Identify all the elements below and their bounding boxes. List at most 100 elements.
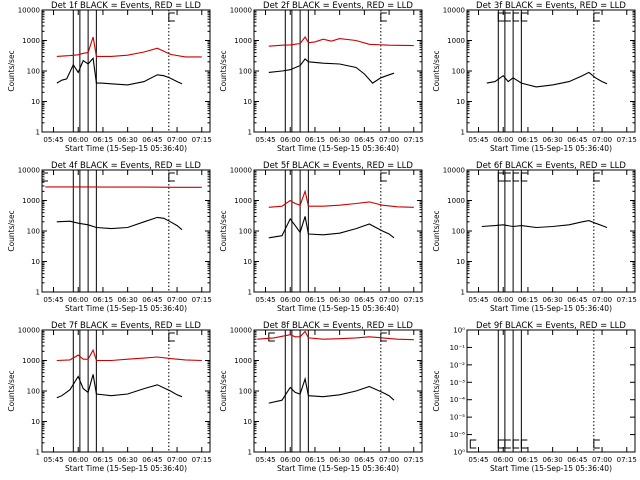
- y-tick-label: 10: [243, 98, 252, 106]
- events-series-line: [56, 374, 183, 399]
- top-bracket-marker: [512, 172, 520, 182]
- y-axis-label: Counts/sec: [219, 210, 228, 251]
- lld-series-line: [56, 36, 202, 58]
- bottom-bracket-marker: [497, 439, 505, 449]
- x-tick-label: 06:15: [305, 296, 325, 304]
- x-tick-label: 05:45: [43, 456, 63, 464]
- x-axis-label: Start Time (15-Sep-15 05:36:40): [490, 304, 612, 313]
- x-tick-label: 06:45: [142, 296, 162, 304]
- lld-series-line: [257, 330, 414, 341]
- panel-5: Det 5f BLACK = Events, RED = LLD 1 10 100 10…: [219, 161, 424, 313]
- y-tick-label: 100: [27, 228, 40, 236]
- panel-6: Det 6f BLACK = Events, RED = LLD 1 10 100 10…: [432, 161, 637, 313]
- x-tick-label: 06:15: [93, 296, 113, 304]
- x-tick-label: 07:15: [404, 456, 424, 464]
- panel-title: Det 4f BLACK = Events, RED = LLD: [51, 161, 201, 171]
- x-tick-label: 05:45: [255, 136, 275, 144]
- x-tick-label: 06:45: [354, 296, 374, 304]
- top-bracket-marker: [497, 12, 505, 22]
- y-tick-label: 10000: [443, 7, 465, 15]
- top-bracket-marker: [520, 12, 528, 22]
- y-tick-label: 10⁻³: [450, 379, 466, 387]
- top-bracket-marker: [268, 332, 275, 342]
- plot-frame: [41, 329, 211, 453]
- y-axis-label: Counts/sec: [7, 210, 16, 251]
- y-tick-label: 100: [27, 388, 40, 396]
- x-tick-label: 06:30: [543, 296, 563, 304]
- top-bracket-marker: [593, 12, 600, 22]
- x-tick-label: 05:45: [43, 136, 63, 144]
- x-tick-label: 06:45: [567, 136, 587, 144]
- x-tick-label: 07:00: [379, 456, 399, 464]
- y-tick-label: 10: [31, 258, 40, 266]
- top-bracket-marker: [520, 172, 528, 182]
- x-axis-label: Start Time (15-Sep-15 05:36:40): [277, 304, 399, 313]
- panel-title: Det 9f BLACK = Events, RED = LLD: [476, 321, 626, 331]
- panel-8: Det 8f BLACK = Events, RED = LLD 1 10 100 10…: [219, 321, 424, 473]
- x-tick-label: 07:00: [167, 296, 187, 304]
- panel-title: Det 7f BLACK = Events, RED = LLD: [51, 321, 201, 331]
- y-tick-label: 10000: [18, 7, 40, 15]
- y-tick-label: 1000: [234, 197, 252, 205]
- x-tick-label: 05:45: [468, 136, 488, 144]
- x-tick-label: 06:00: [493, 296, 513, 304]
- y-tick-label: 1000: [22, 357, 40, 365]
- panel-title: Det 8f BLACK = Events, RED = LLD: [263, 321, 413, 331]
- x-tick-label: 06:30: [118, 136, 138, 144]
- x-tick-label: 06:00: [493, 456, 513, 464]
- x-tick-label: 06:00: [280, 456, 300, 464]
- y-tick-label: 1: [36, 129, 40, 137]
- top-bracket-marker: [168, 332, 175, 342]
- top-bracket-marker: [504, 172, 511, 182]
- y-tick-label: 10: [31, 418, 40, 426]
- x-tick-label: 06:30: [118, 296, 138, 304]
- y-tick-label: 10⁰: [453, 449, 465, 457]
- x-tick-label: 07:00: [167, 456, 187, 464]
- y-tick-label: 1: [461, 289, 465, 297]
- panel-7: Det 7f BLACK = Events, RED = LLD 1 10 100 10…: [7, 321, 212, 473]
- y-axis-label: Counts/sec: [7, 370, 16, 411]
- x-tick-label: 07:00: [592, 296, 612, 304]
- panel-4: Det 4f BLACK = Events, RED = LLD 1 10 100 10…: [7, 161, 212, 313]
- x-tick-label: 07:15: [617, 296, 637, 304]
- y-tick-label: 1000: [22, 37, 40, 45]
- y-tick-label: 10000: [230, 7, 252, 15]
- x-tick-label: 06:30: [118, 456, 138, 464]
- x-axis-label: Start Time (15-Sep-15 05:36:40): [490, 464, 612, 473]
- top-bracket-marker: [504, 12, 511, 22]
- y-tick-label: 100: [452, 68, 465, 76]
- y-tick-label: 100: [452, 228, 465, 236]
- y-tick-label: 10: [456, 98, 465, 106]
- x-tick-label: 06:00: [68, 136, 88, 144]
- y-tick-label: 10⁻⁶: [450, 431, 466, 439]
- plot-frame: [466, 329, 636, 453]
- y-tick-label: 100: [27, 68, 40, 76]
- top-bracket-marker: [593, 172, 600, 182]
- bottom-bracket-marker: [520, 439, 528, 449]
- plot-frame: [466, 169, 636, 293]
- plot-frame: [253, 329, 423, 453]
- x-tick-label: 07:15: [617, 456, 637, 464]
- panel-2: Det 2f BLACK = Events, RED = LLD 1 10 100 10…: [219, 1, 424, 153]
- y-tick-label: 10⁰: [453, 327, 465, 335]
- x-tick-label: 06:00: [280, 296, 300, 304]
- x-tick-label: 06:30: [330, 136, 350, 144]
- x-tick-label: 07:15: [617, 136, 637, 144]
- y-tick-label: 10⁻¹: [450, 344, 466, 352]
- top-bracket-marker: [512, 12, 520, 22]
- x-tick-label: 07:15: [404, 136, 424, 144]
- y-tick-label: 10: [243, 258, 252, 266]
- y-axis-label: Counts/sec: [7, 50, 16, 91]
- panel-title: Det 6f BLACK = Events, RED = LLD: [476, 161, 626, 171]
- y-tick-label: 10000: [18, 167, 40, 175]
- y-tick-label: 10⁻²: [450, 361, 466, 369]
- plot-frame: [41, 9, 211, 133]
- events-series-line: [268, 58, 395, 84]
- bottom-bracket-marker: [512, 439, 520, 449]
- y-axis-label: Counts/sec: [432, 210, 441, 251]
- x-tick-label: 05:45: [468, 296, 488, 304]
- x-tick-label: 06:00: [493, 136, 513, 144]
- y-tick-label: 100: [239, 228, 252, 236]
- x-tick-label: 06:15: [93, 456, 113, 464]
